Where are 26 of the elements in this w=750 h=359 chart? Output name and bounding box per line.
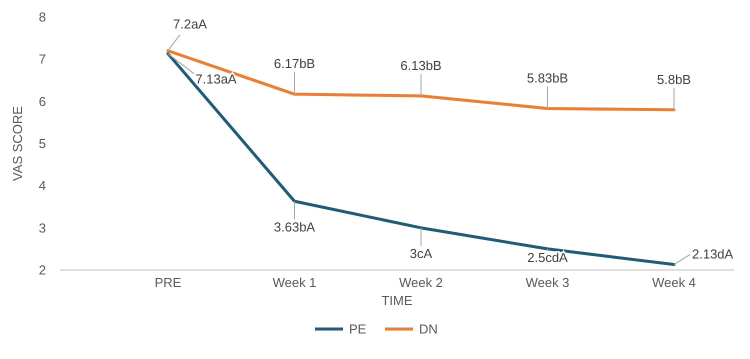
data-label: 7.13aA bbox=[195, 72, 237, 87]
data-label: 2.5cdA bbox=[527, 250, 568, 265]
x-tick-label: Week 2 bbox=[399, 275, 443, 290]
y-tick-label: 2 bbox=[38, 262, 46, 278]
y-tick-label: 7 bbox=[38, 52, 46, 67]
x-axis-title: TIME bbox=[381, 293, 413, 308]
y-tick-label: 4 bbox=[38, 178, 46, 194]
y-tick-label: 3 bbox=[38, 220, 46, 236]
legend-label: PE bbox=[349, 322, 367, 337]
data-label: 3.63bA bbox=[274, 219, 316, 234]
data-label: 6.13bB bbox=[400, 58, 442, 73]
data-label: 2.13dA bbox=[692, 246, 734, 262]
data-label: 5.83bB bbox=[526, 70, 568, 86]
x-tick-label: Week 3 bbox=[526, 275, 570, 290]
x-tick-label: Week 1 bbox=[272, 275, 316, 290]
x-tick-label: PRE bbox=[154, 275, 182, 290]
y-tick-label: 6 bbox=[38, 94, 46, 109]
y-axis-title: VAS SCORE bbox=[10, 106, 25, 181]
data-label: 6.17bB bbox=[274, 56, 316, 72]
y-tick-label: 8 bbox=[38, 10, 46, 25]
x-tick-label: Week 4 bbox=[652, 275, 696, 290]
legend-label: DN bbox=[419, 322, 438, 337]
data-label: 5.8bB bbox=[657, 72, 691, 87]
data-label: 7.2aA bbox=[173, 16, 208, 32]
y-tick-label: 5 bbox=[38, 136, 46, 152]
data-label: 3cA bbox=[410, 246, 433, 261]
